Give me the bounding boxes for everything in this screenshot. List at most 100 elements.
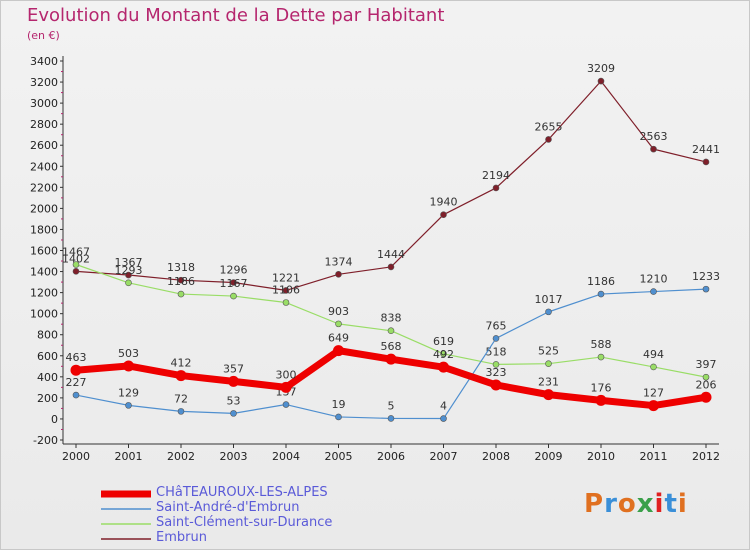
data-point [335, 413, 342, 421]
data-label: 525 [538, 345, 559, 358]
x-tick-label: 2004 [272, 450, 300, 463]
data-label: 1318 [167, 261, 195, 274]
data-label: 1106 [272, 284, 300, 297]
series-1: 227129725313719547651017118612101233 [66, 270, 720, 422]
x-tick-label: 2010 [587, 450, 615, 463]
data-point [125, 279, 132, 287]
data-label: 357 [223, 362, 244, 375]
x-tick-label: 2012 [692, 450, 720, 463]
data-point [545, 360, 552, 367]
data-point [230, 279, 237, 286]
y-tick-label: 400 [37, 371, 58, 384]
data-point [650, 145, 657, 153]
data-label: 518 [486, 345, 507, 358]
data-point [177, 290, 185, 298]
data-point [228, 375, 239, 387]
data-point [492, 335, 500, 342]
x-tick-label: 2011 [640, 450, 668, 463]
data-point [490, 379, 502, 391]
x-tick-label: 2007 [430, 450, 458, 463]
data-label: 494 [643, 348, 664, 361]
y-tick-label: 2200 [30, 181, 58, 194]
data-label: 4 [440, 400, 447, 413]
data-label: 129 [118, 386, 139, 399]
data-label: 1186 [167, 275, 195, 288]
x-tick-label: 2000 [62, 450, 90, 463]
y-tick-label: 3000 [30, 97, 58, 110]
data-point [282, 401, 290, 408]
data-label: 227 [66, 376, 87, 389]
data-label: 2441 [692, 143, 720, 156]
data-point [280, 381, 292, 393]
data-point [440, 415, 447, 422]
y-tick-label: 600 [37, 350, 58, 363]
data-label: 463 [66, 351, 87, 364]
unit-label: (en €) [27, 29, 60, 42]
x-tick-label: 2009 [535, 450, 563, 463]
data-label: 1210 [640, 273, 668, 286]
logo-letter: i [654, 489, 665, 519]
data-point [123, 360, 134, 372]
data-label: 2655 [535, 120, 563, 133]
data-label: 2563 [640, 130, 668, 143]
y-tick-label: 3200 [30, 76, 58, 89]
data-label: 619 [433, 335, 454, 348]
logo-letter: i [677, 489, 688, 519]
y-tick-label: 1400 [30, 266, 58, 279]
proxiti-logo: Proxiti [584, 489, 688, 519]
data-label: 903 [328, 305, 349, 318]
data-point [438, 361, 449, 373]
data-label: 1444 [377, 248, 405, 261]
data-point [492, 361, 500, 368]
data-point [125, 402, 132, 409]
y-tick-label: 0 [51, 413, 58, 426]
data-point [702, 158, 710, 166]
data-point [333, 345, 344, 357]
data-point [597, 77, 605, 85]
data-label: 127 [643, 387, 664, 400]
logo-letter: o [617, 489, 637, 519]
data-label: 176 [591, 381, 612, 394]
data-point [545, 136, 552, 143]
data-label: 53 [227, 394, 241, 407]
data-label: 1293 [115, 264, 143, 277]
data-point [70, 364, 82, 376]
data-point [700, 391, 712, 403]
data-point [545, 308, 552, 316]
y-tick-label: 2600 [30, 139, 58, 152]
series-3: 1402 1367 1318 1296 1221 1374 1444 1940 2194 2655… [62, 62, 720, 294]
data-point [595, 394, 607, 406]
data-point [72, 268, 80, 275]
data-label: 1221 [272, 271, 300, 284]
data-label: 72 [174, 392, 188, 405]
data-point [282, 299, 290, 306]
data-point [335, 320, 342, 328]
y-tick-label: 1800 [30, 223, 58, 236]
x-tick-label: 2005 [325, 450, 353, 463]
series-0: 463 503 412 357 300 649 568 492 323 231 176 127 206 [66, 332, 717, 412]
data-label: 206 [696, 378, 717, 391]
data-point [648, 400, 659, 412]
y-tick-label: 1600 [30, 245, 58, 258]
logo-letter: r [604, 489, 618, 519]
data-point [385, 353, 397, 365]
logo-letter: x [636, 489, 655, 519]
data-point [440, 211, 447, 219]
data-label: 503 [118, 347, 139, 360]
data-label: 5 [388, 399, 395, 412]
y-tick-label: 2800 [30, 118, 58, 131]
data-point [230, 292, 237, 300]
legend-label: Embrun [156, 530, 207, 545]
data-label: 19 [332, 398, 346, 411]
y-tick-label: 2000 [30, 202, 58, 215]
data-point [175, 370, 187, 382]
y-tick-label: 3400 [30, 55, 58, 68]
data-point [335, 270, 342, 278]
data-label: 323 [486, 366, 507, 379]
data-point [597, 290, 605, 298]
x-tick-label: 2003 [220, 450, 248, 463]
data-point [177, 408, 185, 415]
data-label: 568 [381, 340, 402, 353]
